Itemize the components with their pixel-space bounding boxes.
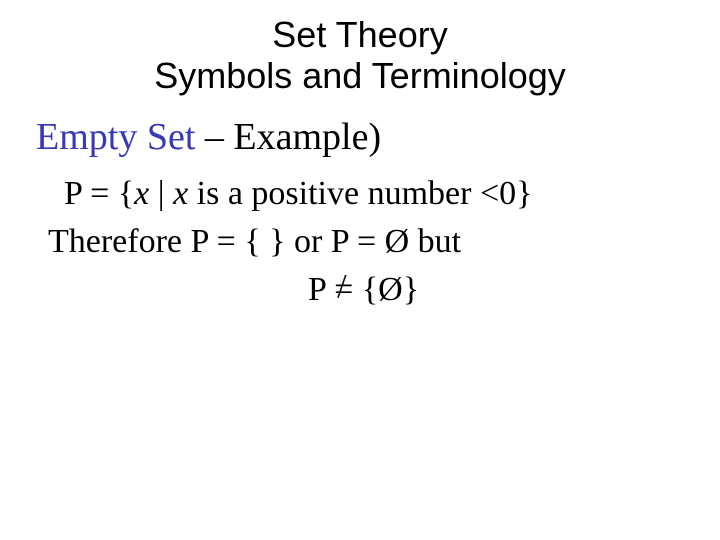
subtitle-black: – Example) [195, 116, 381, 158]
body-line-2: Therefore P = { } or P = Ø but [48, 218, 690, 266]
title-line-1: Set Theory [272, 14, 447, 55]
line1-var-x-2: x [173, 175, 188, 212]
line1-pre: P = { [64, 175, 134, 212]
line1-var-x-1: x [134, 175, 149, 212]
line3-post: {Ø} [353, 271, 419, 308]
line1-post: is a positive number <0} [188, 175, 532, 212]
line3-pre: P [308, 271, 334, 308]
slide: Set Theory Symbols and Terminology Empty… [0, 0, 720, 540]
body-line-1: P = {x | x is a positive number <0} [64, 170, 690, 218]
line1-mid: | [149, 175, 173, 212]
not-equal-symbol: =/ [334, 266, 353, 314]
subtitle-blue: Empty Set [36, 116, 195, 158]
body-line-3: P =/ {Ø} [308, 266, 690, 314]
neq-slash: / [337, 263, 346, 311]
slide-title: Set Theory Symbols and Terminology [30, 14, 690, 97]
slide-subtitle: Empty Set – Example) [36, 115, 690, 161]
slide-body: P = {x | x is a positive number <0} Ther… [48, 170, 690, 313]
title-line-2: Symbols and Terminology [154, 55, 566, 96]
